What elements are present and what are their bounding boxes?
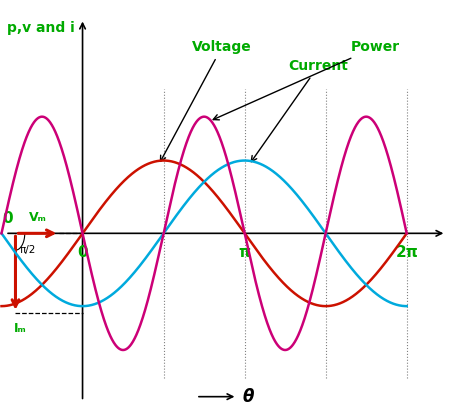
Text: Power: Power bbox=[213, 40, 400, 120]
Text: 0: 0 bbox=[77, 244, 88, 260]
Text: Iₘ: Iₘ bbox=[14, 322, 26, 335]
Text: p,v and i: p,v and i bbox=[7, 21, 75, 35]
Text: π: π bbox=[239, 244, 251, 260]
Text: π/2: π/2 bbox=[20, 244, 36, 255]
Text: Voltage: Voltage bbox=[160, 40, 252, 161]
Text: 2π: 2π bbox=[395, 244, 418, 260]
Text: 0: 0 bbox=[2, 211, 13, 226]
Text: Vₘ: Vₘ bbox=[29, 211, 46, 224]
Text: θ: θ bbox=[242, 388, 254, 406]
Text: Current: Current bbox=[251, 59, 348, 162]
